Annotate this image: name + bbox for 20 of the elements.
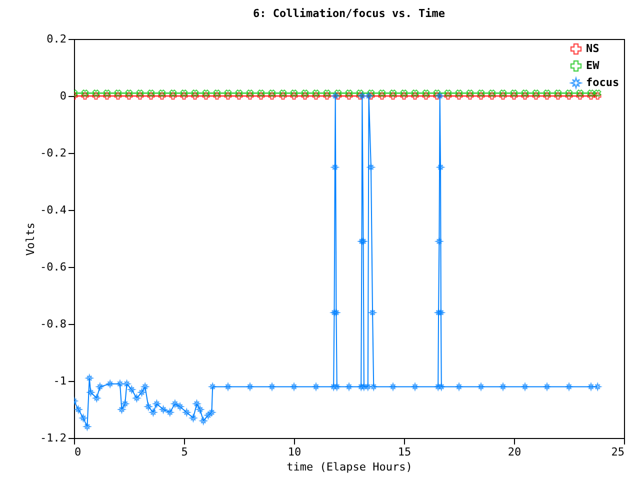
y-tick-label: -1 [53,374,66,388]
x-tick-label: 5 [181,446,188,458]
y-tick-label: -1.2 [40,432,66,444]
y-tick-label: -0.2 [40,146,66,160]
legend-label: EW [586,59,600,72]
x-tick-label: 10 [288,446,302,458]
x-tick-label: 25 [611,446,624,458]
y-tick-label: 0.2 [46,32,66,46]
legend-label: focus [586,76,620,89]
chart-title: 6: Collimation/focus vs. Time [252,7,446,20]
y-axis-title: Volts [24,222,38,256]
x-axis-title: time (Elapse Hours) [286,460,412,474]
y-tick-label: -0.6 [40,260,66,274]
y-tick-label: -0.8 [40,318,66,330]
y-tick-label: -0.4 [40,204,67,216]
x-tick-label: 15 [398,446,412,458]
x-tick-label: 0 [74,446,82,458]
y-tick-label: 0 [60,90,66,102]
legend-label: NS [586,42,600,55]
x-tick-label: 20 [508,446,522,458]
